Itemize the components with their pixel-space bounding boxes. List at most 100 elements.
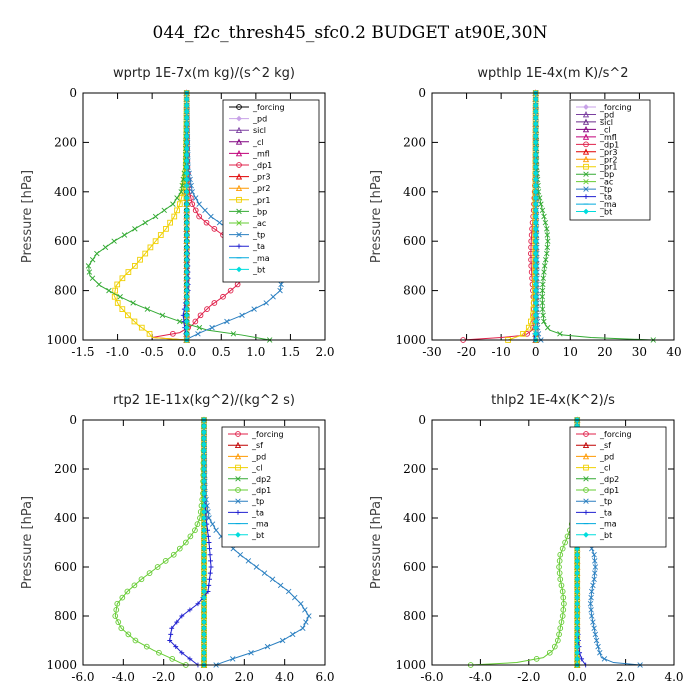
data-point — [86, 269, 93, 275]
data-point — [593, 637, 600, 644]
data-point — [85, 263, 92, 269]
legend-entry: _forcing — [576, 430, 632, 439]
legend-marker — [235, 498, 241, 504]
data-point — [292, 594, 298, 601]
data-point — [532, 127, 539, 133]
data-point — [89, 275, 96, 281]
legend-marker — [582, 441, 590, 449]
x-tick-label: -6.0 — [420, 670, 443, 684]
y-tick-label: 0 — [69, 413, 77, 427]
legend-marker — [236, 115, 242, 122]
data-point — [559, 545, 566, 552]
legend-marker — [234, 441, 242, 449]
data-point — [112, 287, 119, 294]
data-point — [201, 600, 207, 607]
x-tick-label: 1.5 — [281, 345, 300, 359]
data-point — [557, 576, 564, 583]
x-tick-label: 30 — [632, 345, 647, 359]
data-point — [532, 244, 539, 251]
data-point — [111, 238, 117, 244]
data-point — [592, 631, 599, 638]
legend-entry: sicl — [576, 118, 613, 127]
data-point — [558, 582, 565, 589]
y-tick-label: 400 — [403, 511, 426, 525]
legend-marker — [583, 476, 589, 482]
data-point — [201, 453, 207, 460]
legend-entry: _mfl — [576, 133, 617, 142]
data-point — [574, 594, 581, 601]
legend-label: _bt — [599, 531, 612, 540]
figure-title: 044_f2c_thresh45_sfc0.2 BUDGET at90E,30N — [153, 23, 548, 43]
data-point — [556, 558, 563, 564]
data-point — [201, 460, 207, 466]
legend-label: _cl — [251, 464, 263, 473]
y-tick-label: 1000 — [46, 333, 77, 347]
legend-entry: _ta — [229, 242, 265, 251]
legend-marker — [582, 125, 590, 133]
data-point — [556, 631, 562, 638]
legend-entry: _dp2 — [576, 475, 619, 484]
data-point — [201, 607, 207, 613]
legend-label: _dp2 — [599, 475, 619, 484]
data-point — [556, 564, 562, 570]
data-point — [168, 631, 174, 637]
data-point — [261, 570, 268, 576]
legend-entry: _cl — [576, 125, 611, 134]
legend-marker — [583, 194, 589, 199]
legend-marker — [236, 220, 242, 226]
data-point — [183, 281, 190, 288]
data-point — [179, 182, 185, 189]
data-point — [574, 631, 581, 638]
legend-label: _mfl — [252, 149, 270, 158]
data-point — [142, 250, 149, 257]
y-tick-label: 200 — [403, 135, 426, 149]
legend-label: _sf — [599, 441, 611, 450]
data-point — [189, 189, 195, 195]
data-point — [171, 213, 178, 220]
legend-entry: _tp — [576, 185, 612, 194]
y-tick-label: 400 — [54, 511, 77, 525]
panel-title: rtp2 1E-11x(kg^2)/(kg^2 s) — [113, 393, 295, 408]
legend-box — [569, 426, 667, 548]
plot-frame — [82, 92, 326, 341]
chart-panel-3: rtp2 1E-11x(kg^2)/(kg^2 s) Pressure [hPa]… — [20, 393, 335, 684]
legend-entry: _pr1 — [229, 196, 270, 205]
legend-marker — [235, 476, 241, 482]
data-point — [532, 133, 539, 140]
data-point — [195, 601, 201, 607]
y-tick-label: 1000 — [46, 658, 77, 672]
data-point — [206, 515, 212, 521]
data-point — [532, 318, 539, 325]
x-tick-label: 40 — [666, 345, 681, 359]
data-point — [574, 643, 581, 650]
data-point — [201, 441, 207, 448]
legend: _forcing _sf _pd _cl _dp2 _dp1 _tp _ta _ma _bt — [569, 426, 667, 548]
legend-label: _dp2 — [251, 475, 271, 484]
data-point — [183, 96, 190, 102]
data-point — [532, 158, 539, 164]
x-tick-label: 1.0 — [246, 345, 265, 359]
legend-marker — [236, 231, 242, 238]
data-point — [211, 226, 218, 232]
data-point — [201, 545, 207, 552]
data-point — [209, 521, 216, 527]
data-point — [532, 226, 539, 232]
legend-entry: _cl — [576, 464, 611, 473]
data-point — [532, 207, 539, 214]
data-point — [201, 515, 207, 521]
legend-marker — [582, 452, 590, 460]
data-point — [532, 170, 539, 177]
x-tick-label: 0 — [532, 345, 540, 359]
data-point — [589, 588, 595, 595]
data-point — [142, 219, 148, 226]
data-point — [112, 613, 119, 619]
legend-label: _dp1 — [599, 140, 619, 149]
data-point — [532, 145, 539, 152]
data-point — [125, 269, 132, 275]
data-point — [546, 649, 553, 656]
legend-marker — [235, 184, 243, 192]
panel-title: thlp2 1E-4x(K^2)/s — [491, 393, 615, 408]
x-tick-label: 4.0 — [664, 670, 683, 684]
data-point — [154, 564, 161, 570]
